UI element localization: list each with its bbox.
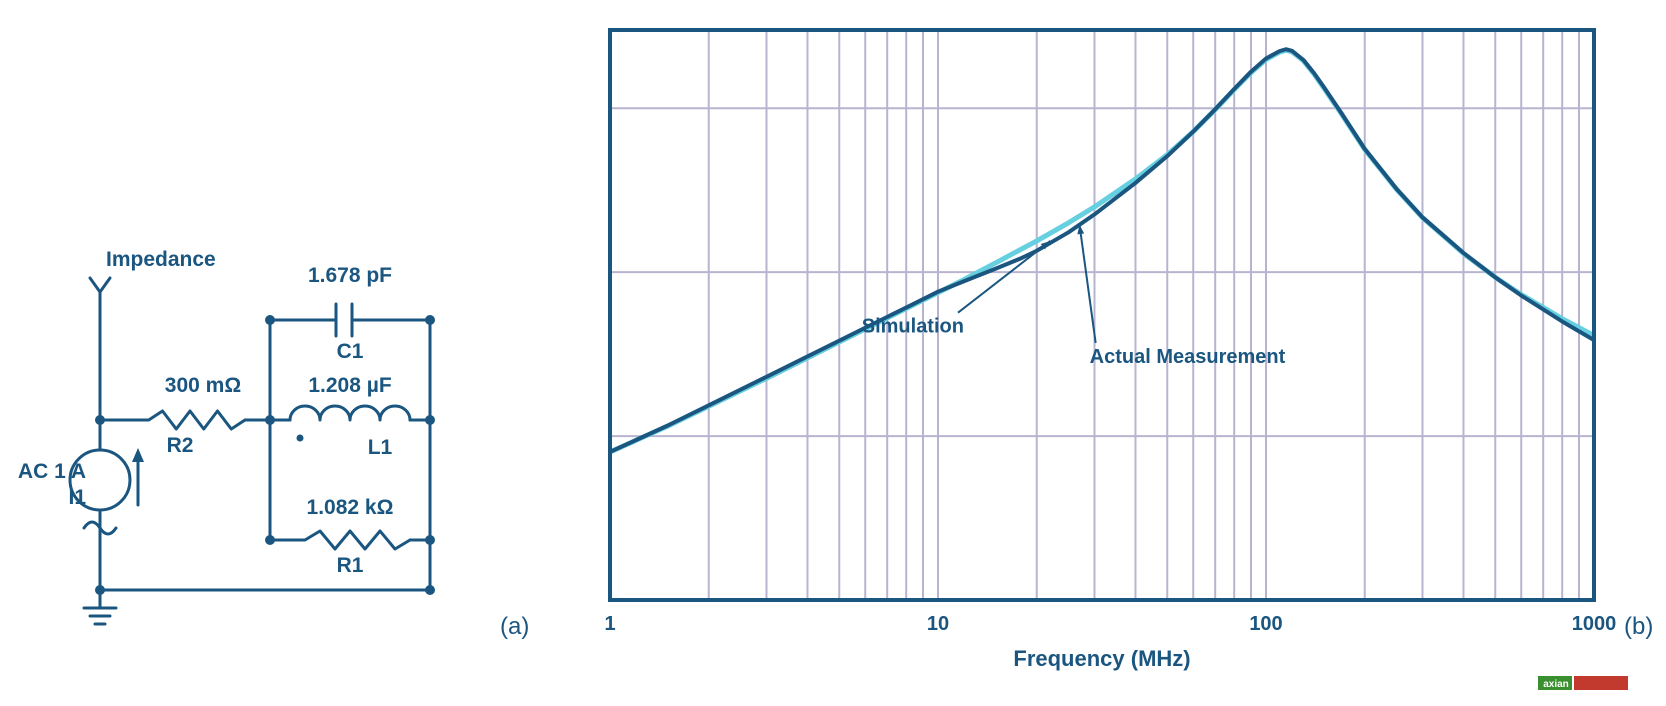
x-tick-label: 10 [927, 613, 949, 635]
l1-value: 1.208 µF [308, 374, 391, 397]
watermark: axian [1538, 676, 1628, 690]
chart-annotation: Simulation [862, 241, 1051, 338]
figure-canvas: 1 10 100 1000 Frequency (MHz) Simulation Actua… [0, 0, 1666, 706]
watermark-text: axian [1543, 679, 1569, 690]
chart-annotation: Actual Measurement [1077, 225, 1285, 368]
impedance-label: Impedance [106, 248, 216, 271]
annotation-label: Simulation [862, 316, 964, 338]
circuit-schematic: Impedance 300 mΩ R2 AC 1 A I1 1.678 pF C1 1.208… [18, 248, 529, 640]
chart-grid [610, 30, 1594, 600]
x-tick-label: 100 [1249, 613, 1282, 635]
impedance-chart: 1 10 100 1000 Frequency (MHz) Simulation Actua… [604, 30, 1653, 671]
chart-border [610, 30, 1594, 600]
r2-value: 300 mΩ [165, 374, 241, 397]
annotation-label: Actual Measurement [1090, 346, 1286, 368]
series-simulation [610, 50, 1594, 452]
i1-value: AC 1 A [18, 460, 86, 483]
subfigure-label-a: (a) [500, 613, 529, 640]
l1-name: L1 [368, 436, 393, 459]
c1-name: C1 [337, 340, 364, 363]
subfigure-label-b: (b) [1624, 613, 1653, 640]
x-axis-label: Frequency (MHz) [1013, 646, 1190, 671]
i1-name: I1 [68, 486, 86, 509]
chart-series [610, 49, 1594, 452]
c1-value: 1.678 pF [308, 264, 392, 287]
r2-name: R2 [167, 434, 194, 457]
x-tick-label: 1000 [1572, 613, 1617, 635]
r1-name: R1 [337, 554, 364, 577]
series-measurement [610, 49, 1594, 452]
r1-value: 1.082 kΩ [307, 496, 394, 519]
x-tick-label: 1 [604, 613, 615, 635]
